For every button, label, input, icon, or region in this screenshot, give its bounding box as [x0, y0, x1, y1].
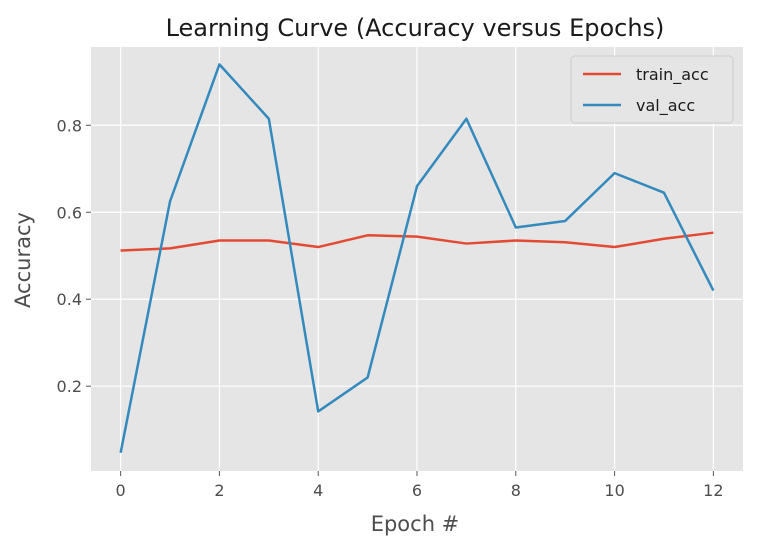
x-tick-label: 12: [703, 481, 723, 500]
x-tick-labels: 0 2 4 6 8 10 12: [116, 471, 724, 500]
y-tick-label: 0.8: [57, 116, 82, 135]
series-layer: [119, 63, 715, 453]
x-tick-label: 2: [214, 481, 224, 500]
y-tick-label: 0.6: [57, 203, 82, 222]
grid: [91, 47, 743, 471]
legend-label-train-acc: train_acc: [636, 65, 709, 85]
y-tick-label: 0.2: [57, 377, 82, 396]
legend: train_acc val_acc: [570, 55, 734, 124]
x-tick-label: 8: [511, 481, 521, 500]
x-tick-label: 0: [116, 481, 126, 500]
x-axis-label: Epoch #: [371, 512, 460, 536]
x-tick-label: 6: [412, 481, 422, 500]
x-tick-label: 4: [313, 481, 323, 500]
legend-label-val-acc: val_acc: [636, 96, 695, 116]
y-axis-label: Accuracy: [11, 212, 35, 308]
chart-title: Learning Curve (Accuracy versus Epochs): [166, 14, 665, 42]
x-tick-label: 10: [604, 481, 624, 500]
y-tick-label: 0.4: [57, 290, 82, 309]
y-tick-labels: 0.2 0.4 0.6 0.8: [57, 116, 91, 396]
